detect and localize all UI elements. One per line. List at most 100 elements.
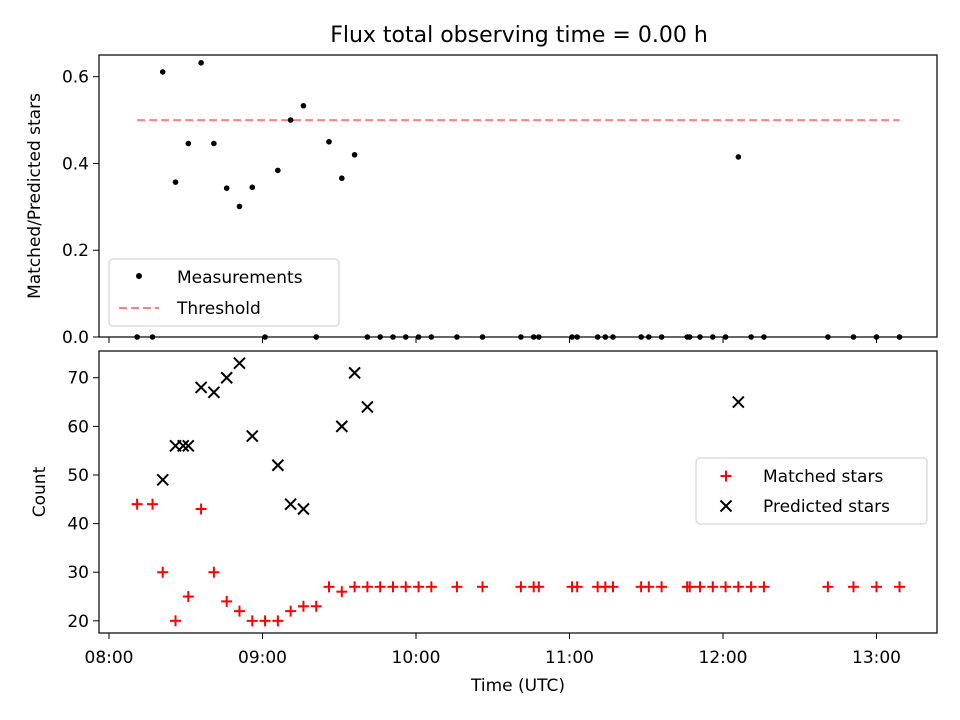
matched-star-point — [745, 581, 757, 593]
predicted-star-point — [194, 381, 208, 394]
matched-star-point — [656, 581, 668, 593]
top-legend: Measurements Threshold — [108, 258, 340, 327]
matched-star-point — [707, 581, 719, 593]
matched-star-point — [285, 605, 297, 617]
measurement-point — [223, 185, 230, 191]
matched-star-point — [182, 591, 194, 603]
matched-star-point — [336, 586, 348, 598]
legend-matched-marker — [720, 470, 732, 482]
predicted-star-point — [361, 400, 374, 414]
predicted-star-point — [732, 395, 745, 409]
predicted-star-point — [271, 459, 285, 472]
predicted-star-point — [233, 356, 246, 370]
figure-title: Flux total observing time = 0.00 h — [330, 23, 708, 48]
legend-predicted-cross — [719, 499, 733, 513]
measurement-point — [351, 151, 358, 158]
predicted-star-point — [335, 420, 349, 433]
matched-star-point — [413, 581, 425, 593]
predicted-star-point — [297, 502, 310, 516]
bottom-x-tick-label: 11:00 — [545, 648, 594, 668]
legend-predicted-marker — [719, 499, 733, 513]
top-legend-box — [108, 258, 340, 327]
measurement-point — [198, 60, 204, 66]
measurement-point — [735, 154, 742, 160]
matched-star-point — [694, 581, 706, 593]
matched-star-point — [571, 581, 583, 593]
predicted-star-point — [156, 473, 169, 487]
matched-star-point — [451, 581, 463, 593]
bottom-y-tick-label: 50 — [67, 466, 89, 486]
bottom-y-tick-label: 30 — [67, 563, 89, 583]
measurement-point — [172, 179, 179, 185]
bottom-x-axis: 08:00 09:00 10:00 11:00 12:00 13:00 — [85, 633, 901, 668]
matched-star-point — [131, 498, 143, 510]
legend-measurements-label: Measurements — [177, 268, 303, 288]
matched-star-point — [400, 581, 412, 593]
predicted-star-point — [284, 497, 297, 511]
bottom-x-tick-label: 12:00 — [699, 648, 748, 668]
legend-measurement-marker — [136, 273, 142, 279]
bottom-x-tick-label: 13:00 — [852, 648, 901, 668]
legend-matched-plus — [720, 470, 732, 482]
bottom-y-tick-label: 70 — [67, 369, 89, 389]
matched-star-point — [323, 581, 335, 593]
matched-star-point — [310, 600, 322, 612]
legend-predicted-label: Predicted stars — [763, 497, 890, 517]
matched-star-point — [297, 600, 309, 612]
matched-star-point — [272, 615, 284, 627]
predicted-star-points — [156, 356, 745, 516]
matched-star-point — [146, 498, 158, 510]
bottom-panel: 20 30 40 50 60 70 08:00 09:00 10:00 11:00 12:00 13… — [30, 350, 938, 696]
top-y-tick-label: 0.4 — [62, 154, 89, 174]
matched-star-point — [515, 581, 527, 593]
top-axes-frame — [98, 54, 938, 338]
measurement-point — [300, 102, 307, 109]
matched-star-point — [871, 581, 882, 593]
matched-star-point — [259, 615, 271, 627]
matched-star-points — [131, 498, 906, 627]
x-axis-label: Time (UTC) — [470, 676, 565, 696]
legend-matched-label: Matched stars — [763, 467, 883, 487]
bottom-y-tick-label: 20 — [67, 612, 89, 632]
bottom-y-tick-label: 40 — [67, 515, 89, 535]
bottom-y-axis: 20 30 40 50 60 70 — [67, 369, 99, 632]
matched-star-point — [425, 581, 437, 593]
legend-threshold-label: Threshold — [176, 299, 261, 319]
matched-star-point — [684, 581, 696, 593]
matched-star-point — [477, 581, 489, 593]
top-y-axis: 0.0 0.2 0.4 0.6 — [62, 68, 99, 348]
matched-star-point — [758, 581, 770, 593]
matched-star-point — [208, 566, 220, 578]
matched-star-point — [157, 566, 169, 578]
measurement-point — [211, 140, 217, 147]
matched-star-point — [643, 581, 655, 593]
measurement-point — [275, 167, 281, 174]
predicted-star-point — [246, 429, 259, 443]
predicted-star-point — [220, 371, 233, 384]
predicted-star-point — [176, 439, 190, 453]
matched-star-point — [720, 581, 732, 593]
matched-star-point — [894, 581, 906, 593]
matched-star-point — [533, 581, 545, 593]
matched-star-point — [847, 581, 859, 593]
measurement-point — [339, 175, 345, 182]
matched-star-point — [822, 581, 834, 593]
matched-star-point — [374, 581, 386, 593]
bottom-x-tick-label: 10:00 — [392, 648, 441, 668]
matched-star-point — [361, 581, 373, 593]
measurement-point — [185, 140, 192, 147]
matched-star-point — [607, 581, 619, 593]
matched-star-point — [170, 615, 182, 627]
bottom-legend-box — [695, 457, 928, 525]
bottom-y-axis-label: Count — [30, 466, 50, 517]
matched-star-point — [246, 615, 258, 627]
matched-star-point — [349, 581, 361, 593]
top-y-tick-label: 0.6 — [62, 68, 89, 88]
measurement-point — [249, 184, 256, 191]
top-y-axis-label: Matched/Predicted stars — [25, 93, 45, 299]
measurement-point — [236, 203, 243, 210]
matched-star-point — [221, 595, 233, 607]
top-y-tick-label: 0.2 — [62, 241, 89, 261]
bottom-y-tick-label: 60 — [67, 417, 89, 437]
